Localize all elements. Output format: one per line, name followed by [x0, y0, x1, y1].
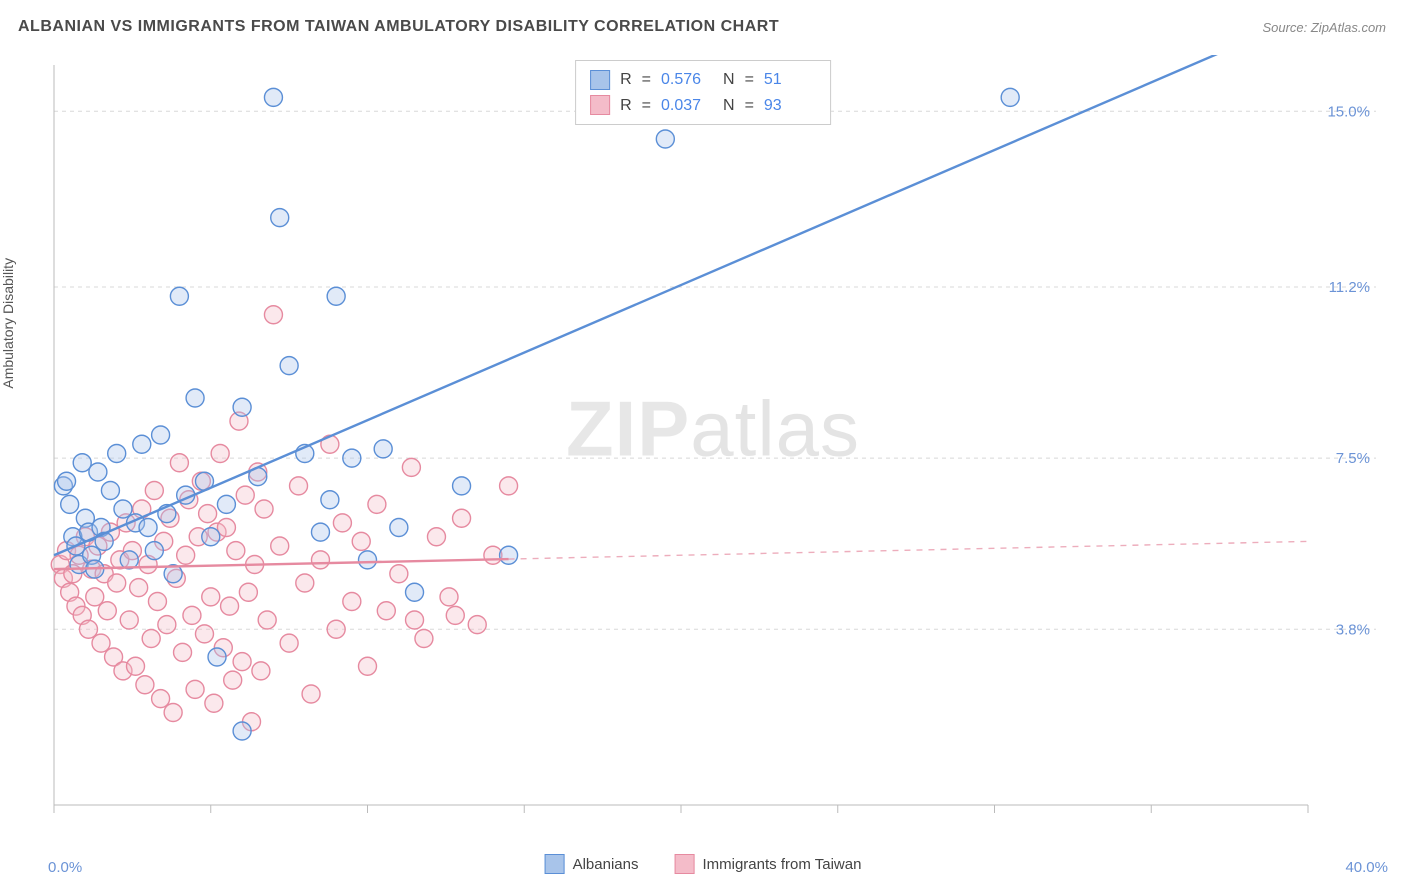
svg-text:7.5%: 7.5% [1336, 450, 1370, 467]
r-value-series1: 0.576 [661, 67, 713, 93]
svg-text:15.0%: 15.0% [1327, 103, 1370, 120]
legend-swatch-series2 [674, 854, 694, 874]
r-value-series2: 0.037 [661, 93, 713, 119]
correlation-stats-box: R = 0.576 N = 51 R = 0.037 N = 93 [575, 60, 831, 125]
svg-text:3.8%: 3.8% [1336, 621, 1370, 638]
stats-row-series1: R = 0.576 N = 51 [590, 67, 816, 93]
scatter-plot: 3.8%7.5%11.2%15.0% ZIPatlas [48, 55, 1378, 835]
x-axis-min-label: 0.0% [48, 859, 82, 876]
legend: Albanians Immigrants from Taiwan [545, 854, 862, 874]
legend-item-series1: Albanians [545, 854, 639, 874]
n-value-series1: 51 [764, 67, 816, 93]
x-axis-max-label: 40.0% [1345, 859, 1388, 876]
swatch-series2 [590, 95, 610, 115]
swatch-series1 [590, 70, 610, 90]
chart-title: ALBANIAN VS IMMIGRANTS FROM TAIWAN AMBUL… [18, 18, 779, 36]
legend-label-series1: Albanians [573, 856, 639, 873]
source-attribution: Source: ZipAtlas.com [1262, 20, 1386, 35]
y-axis-label: Ambulatory Disability [0, 258, 16, 389]
n-value-series2: 93 [764, 93, 816, 119]
stats-row-series2: R = 0.037 N = 93 [590, 93, 816, 119]
legend-label-series2: Immigrants from Taiwan [702, 856, 861, 873]
legend-swatch-series1 [545, 854, 565, 874]
legend-item-series2: Immigrants from Taiwan [674, 854, 861, 874]
svg-text:11.2%: 11.2% [1329, 279, 1370, 296]
